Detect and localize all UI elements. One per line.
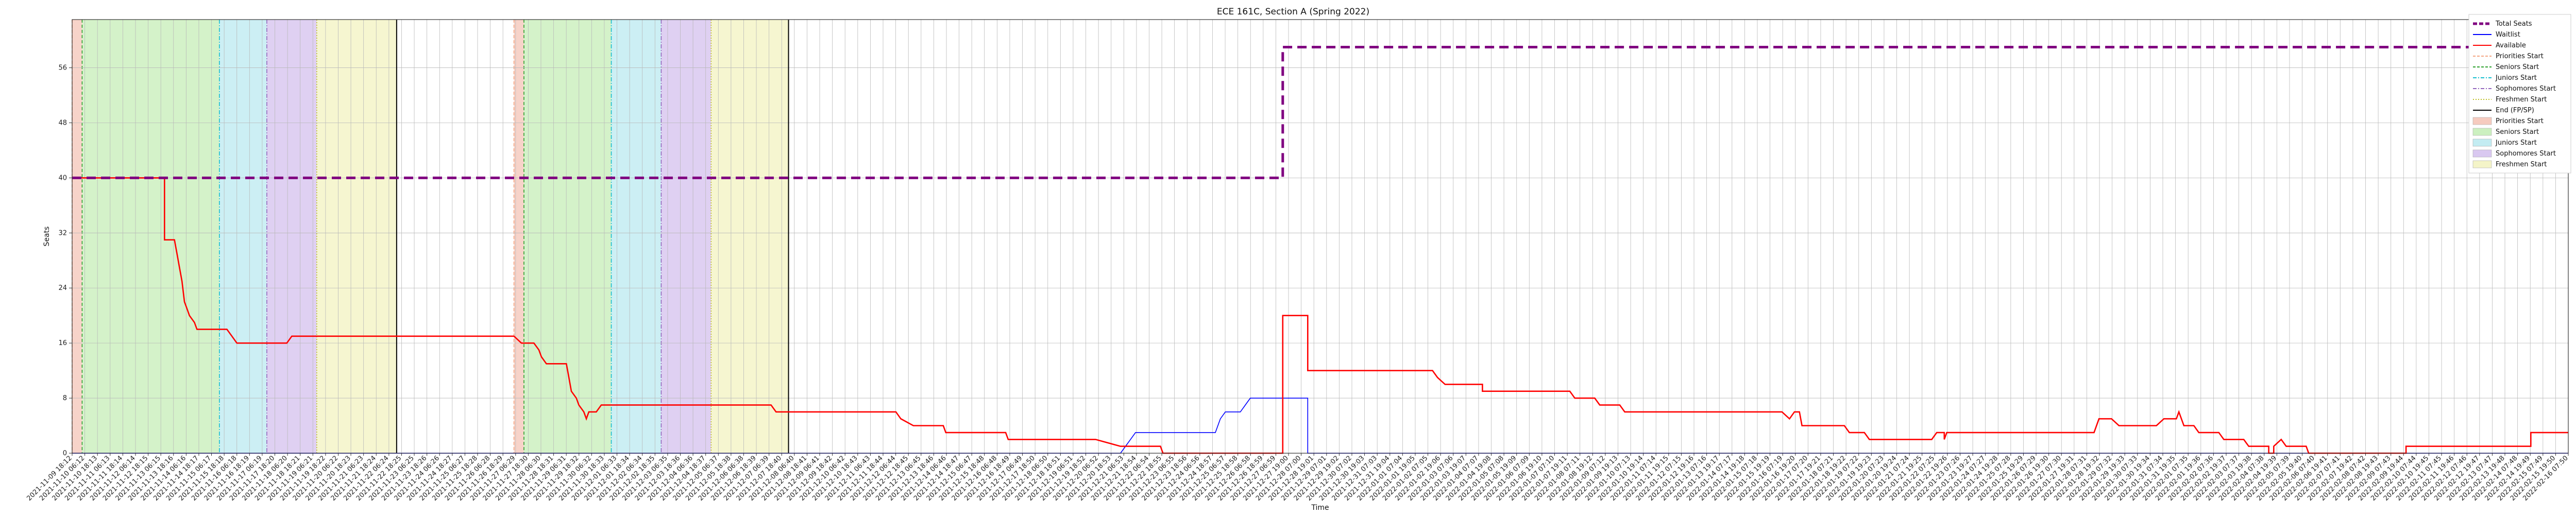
y-tick-label: 40 — [58, 174, 67, 182]
region-priority — [514, 20, 524, 453]
region-seniors — [523, 20, 612, 453]
legend-label: Seniors Start — [2496, 63, 2539, 71]
legend-label: Available — [2496, 42, 2526, 49]
region-priority — [72, 20, 82, 453]
region-seniors — [82, 20, 219, 453]
phase-regions — [72, 20, 789, 453]
y-tick-label: 24 — [58, 284, 67, 292]
legend-swatch — [2472, 139, 2492, 147]
legend-swatch — [2472, 149, 2492, 158]
legend-label: Juniors Start — [2495, 74, 2537, 82]
y-tick-label: 56 — [58, 64, 67, 72]
region-sophomores — [661, 20, 711, 453]
series-total-seats — [72, 46, 2568, 179]
series-waitlist — [72, 398, 2568, 454]
region-juniors — [219, 20, 267, 453]
legend-swatch — [2472, 117, 2492, 125]
region-sophomores — [266, 20, 317, 453]
legend-label: Seniors Start — [2496, 128, 2539, 136]
region-freshmen — [711, 20, 789, 453]
y-tick-label: 48 — [58, 119, 67, 127]
legend-label: Waitlist — [2496, 31, 2520, 39]
y-axis-label: Seats — [43, 227, 51, 247]
series-available — [72, 177, 2568, 454]
chart-legend: Total Seats Waitlist Available Priorities S… — [2468, 14, 2571, 174]
legend-label: Priorities Start — [2496, 117, 2544, 125]
chart-title: ECE 161C, Section A (Spring 2022) — [1217, 7, 1369, 17]
legend-box — [2468, 14, 2571, 174]
legend-swatch — [2472, 160, 2492, 168]
legend-label: Juniors Start — [2495, 139, 2537, 147]
x-axis-label: Time — [1311, 504, 1329, 512]
legend-label: Priorities Start — [2496, 53, 2544, 60]
legend-label: End (FP/SP) — [2496, 107, 2534, 114]
region-freshmen — [316, 20, 397, 453]
legend-label: Freshmen Start — [2496, 161, 2547, 168]
legend-label: Sophomores Start — [2496, 150, 2556, 158]
y-tick-label: 0 — [63, 450, 67, 457]
plot-frame — [72, 19, 2569, 454]
legend-label: Sophomores Start — [2496, 85, 2556, 93]
y-tick-label: 32 — [58, 229, 67, 237]
data-series — [72, 46, 2568, 454]
region-juniors — [611, 20, 662, 453]
legend-swatch — [2472, 128, 2492, 136]
y-tick-label: 8 — [63, 394, 67, 402]
end-lines — [396, 20, 789, 453]
legend-label: Freshmen Start — [2496, 96, 2547, 104]
y-tick-label: 16 — [58, 339, 67, 347]
grid-lines — [72, 20, 2569, 454]
legend-label: Total Seats — [2495, 20, 2532, 28]
y-axis-ticks: 0 8 16 24 32 40 48 56 — [58, 64, 72, 457]
